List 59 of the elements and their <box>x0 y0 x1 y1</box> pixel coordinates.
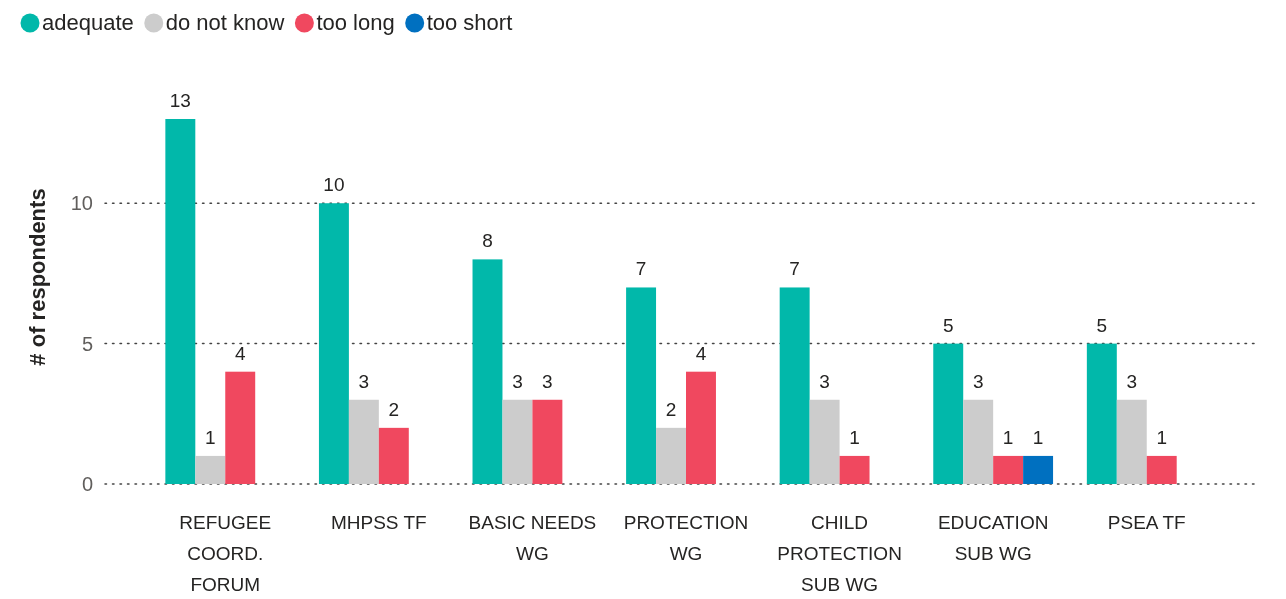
bar <box>502 399 533 484</box>
data-label: 10 <box>323 174 345 196</box>
data-label: 13 <box>169 90 191 111</box>
y-tick-label: 10 <box>70 192 93 215</box>
bar <box>1116 399 1147 484</box>
legend-label: too short <box>426 10 513 35</box>
x-tick-label: BASIC NEEDS WG <box>468 512 597 564</box>
data-label: 3 <box>1126 370 1138 392</box>
bar <box>963 399 994 484</box>
bar <box>626 287 657 484</box>
bar <box>348 399 379 484</box>
x-tick-label: EDUCATION SUB WG <box>937 512 1049 564</box>
data-label: 2 <box>388 398 400 420</box>
data-label: 5 <box>942 314 954 336</box>
data-label: 1 <box>849 426 860 448</box>
x-tick-label: PSEA TF <box>1107 512 1186 533</box>
bar <box>1086 343 1117 484</box>
data-label: 2 <box>665 398 677 420</box>
legend-label: adequate <box>42 10 134 35</box>
data-label: 4 <box>234 342 246 364</box>
y-axis-title: # of respondents <box>25 188 50 366</box>
y-tick-label: 5 <box>81 332 93 355</box>
x-tick-label: MHPSS TF <box>330 512 427 533</box>
bar <box>472 259 503 484</box>
data-label: 3 <box>972 370 984 392</box>
legend-label: do not know <box>165 10 285 35</box>
data-label: 7 <box>635 258 647 280</box>
bar <box>933 343 964 484</box>
data-label: 3 <box>542 370 553 392</box>
bar <box>839 455 870 484</box>
bar <box>195 455 226 484</box>
x-tick-label: REFUGEE COORD. FORUM <box>179 512 272 595</box>
data-label: 1 <box>1002 426 1014 448</box>
data-label: 8 <box>482 230 493 252</box>
bar <box>1146 455 1177 484</box>
bar <box>809 399 840 484</box>
data-label: 3 <box>358 370 370 392</box>
data-label: 1 <box>204 426 216 448</box>
data-label: 1 <box>1156 426 1168 448</box>
y-tick-label: 0 <box>81 473 93 495</box>
data-label: 7 <box>789 258 800 280</box>
data-label: 1 <box>1032 426 1044 448</box>
bar <box>1023 455 1054 484</box>
bar <box>318 203 349 484</box>
x-tick-label: CHILD PROTECTION SUB WG <box>777 512 902 595</box>
bar <box>225 371 256 484</box>
bar <box>993 455 1024 484</box>
data-label: 4 <box>695 342 707 364</box>
bar <box>378 427 409 484</box>
bar <box>779 287 810 484</box>
bar <box>532 399 563 484</box>
x-tick-label: PROTECTION WG <box>623 512 749 564</box>
bar <box>656 427 686 484</box>
legend-label: too long <box>316 10 395 35</box>
bar <box>165 119 196 484</box>
data-label: 3 <box>819 370 830 392</box>
data-label: 5 <box>1096 314 1108 336</box>
data-label: 3 <box>512 370 523 392</box>
bar <box>686 371 716 484</box>
